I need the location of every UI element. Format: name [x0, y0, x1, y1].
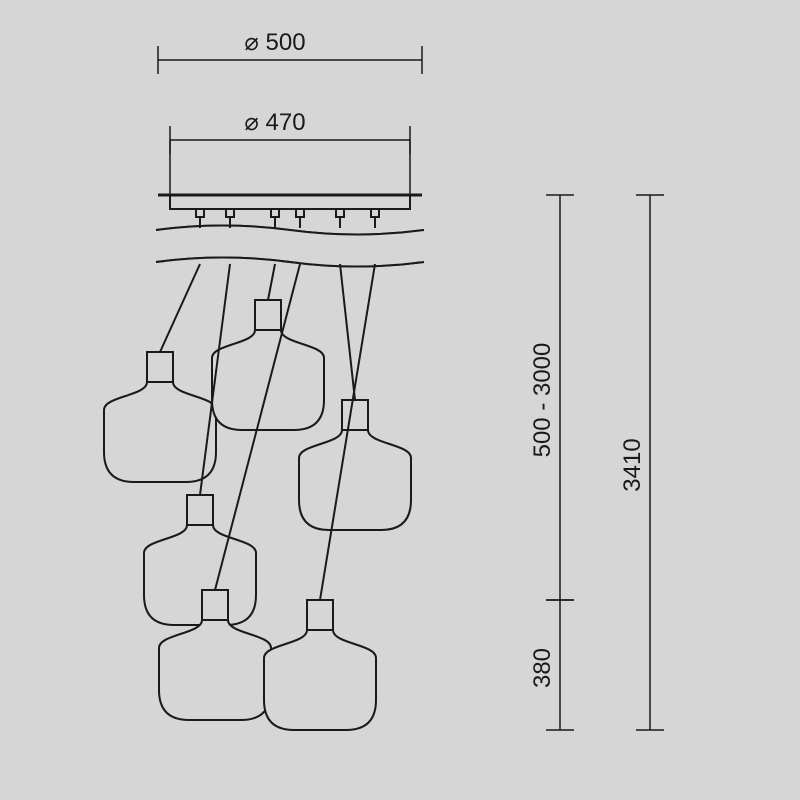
- shade-body: [264, 630, 376, 730]
- dimension-label: ⌀ 500: [244, 29, 305, 56]
- pendant-lamp-dimension-diagram: ⌀ 500 ⌀ 470 500 - 3000 380 3410: [0, 0, 800, 800]
- shade-body: [159, 620, 271, 720]
- dimension-label: 380: [529, 648, 556, 688]
- shade-neck: [342, 400, 368, 430]
- dimension-label: 500 - 3000: [529, 343, 556, 458]
- shade-neck: [307, 600, 333, 630]
- shade-neck: [202, 590, 228, 620]
- shade-neck: [187, 495, 213, 525]
- shade-body: [212, 330, 324, 430]
- shade-body: [104, 382, 216, 482]
- shade-body: [299, 430, 411, 530]
- shade-body: [144, 525, 256, 625]
- shade-neck: [255, 300, 281, 330]
- shade-neck: [147, 352, 173, 382]
- dimension-label: ⌀ 470: [244, 109, 305, 136]
- dimension-label: 3410: [619, 438, 646, 491]
